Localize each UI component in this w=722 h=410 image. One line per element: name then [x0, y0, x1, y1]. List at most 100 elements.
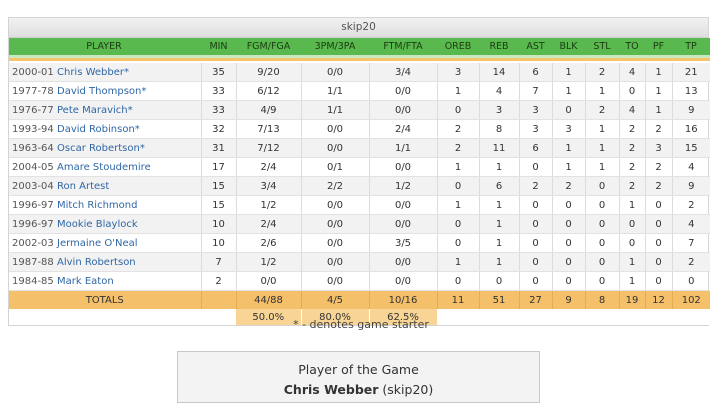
stat-cell-ast: 3 [519, 100, 553, 120]
stat-cell-reb: 14 [479, 63, 520, 82]
stat-cell-ft: 1/1 [369, 138, 438, 158]
stat-cell-fg: 2/6 [236, 233, 302, 253]
stat-cell-oreb: 2 [437, 138, 480, 158]
stat-cell-blk: 1 [552, 138, 586, 158]
totals-row: TOTALS 44/88 4/5 10/16 11 51 27 9 8 19 12 102 [9, 290, 710, 309]
stat-cell-tp3: 0/0 [301, 138, 370, 158]
team-title: skip20 [9, 18, 708, 38]
player-season: 2002-03 [9, 233, 55, 253]
stat-cell-blk: 1 [552, 157, 586, 177]
column-header-min: MIN [201, 38, 236, 55]
player-name-link[interactable]: David Thompson* [55, 81, 202, 101]
stat-cell-pf: 1 [645, 63, 673, 82]
stat-cell-pf: 0 [645, 233, 673, 253]
stat-cell-pf: 0 [645, 195, 673, 215]
stat-cell-ft: 0/0 [369, 157, 438, 177]
table-row: 1984-85 Mark Eaton 2 0/0 0/0 0/0 0 0 0 0 0 1 0 0 [9, 271, 710, 291]
stat-cell-oreb: 1 [437, 81, 480, 101]
stat-cell-ft: 0/0 [369, 271, 438, 291]
stat-cell-tp3: 2/2 [301, 176, 370, 196]
totals-cell-stl: 8 [585, 290, 620, 309]
stat-cell-oreb: 0 [437, 271, 480, 291]
table-row: 1977-78 David Thompson* 33 6/12 1/1 0/0 1 4 7 1 1 0… [9, 81, 710, 101]
player-season: 2004-05 [9, 157, 55, 177]
table-row: 1987-88 Alvin Robertson 7 1/2 0/0 0/0 1 1 0 0 0 1 0 2 [9, 252, 710, 272]
stat-cell-tp3: 0/0 [301, 119, 370, 139]
percentages-row: 50.0% 80.0% 62.5% [9, 309, 710, 325]
player-name-link[interactable]: Mookie Blaylock [55, 214, 202, 234]
player-name-link[interactable]: Alvin Robertson [55, 252, 202, 272]
stat-cell-stl: 2 [585, 100, 620, 120]
player-season: 1984-85 [9, 271, 55, 291]
stat-cell-pts: 16 [672, 119, 710, 139]
potg-player-name[interactable]: Chris Webber [283, 382, 379, 397]
player-name-link[interactable]: Mark Eaton [55, 271, 202, 291]
column-header-ftm-fta: FTM/FTA [369, 38, 437, 55]
stat-cell-blk: 1 [552, 81, 586, 101]
stat-cell-reb: 1 [479, 195, 520, 215]
stat-cell-pf: 1 [645, 81, 673, 101]
stat-cell-reb: 3 [479, 100, 520, 120]
table-row: 2003-04 Ron Artest 15 3/4 2/2 1/2 0 6 2 2 0 2 2 9 [9, 176, 710, 196]
stat-cell-pts: 9 [672, 100, 710, 120]
stat-cell-reb: 1 [479, 214, 520, 234]
stat-cell-pf: 2 [645, 157, 673, 177]
player-name-link[interactable]: Amare Stoudemire [55, 157, 202, 177]
player-name-link[interactable]: Jermaine O'Neal [55, 233, 202, 253]
stat-cell-to: 1 [619, 271, 646, 291]
stat-cell-fg: 9/20 [236, 63, 302, 82]
stat-cell-ast: 0 [519, 233, 553, 253]
table-row: 1996-97 Mookie Blaylock 10 2/4 0/0 0/0 0 1 0 0 0 0 0… [9, 214, 710, 234]
stat-cell-tp3: 0/0 [301, 252, 370, 272]
stat-cell-to: 1 [619, 195, 646, 215]
column-header-player: PLAYER [9, 38, 201, 55]
stat-cell-fg: 3/4 [236, 176, 302, 196]
stat-cell-stl: 1 [585, 119, 620, 139]
stat-cell-fg: 6/12 [236, 81, 302, 101]
percentage-cell-fg: 50.0% [236, 309, 302, 325]
stat-cell-pts: 4 [672, 157, 710, 177]
stat-cell-pts: 7 [672, 233, 710, 253]
player-rows: 2000-01 Chris Webber* 35 9/20 0/0 3/4 3 14 6 1 2 4 1… [9, 63, 710, 291]
column-header-stl: STL [585, 38, 619, 55]
stat-cell-min: 17 [201, 157, 237, 177]
totals-cell-ft: 10/16 [369, 290, 438, 309]
stat-cell-oreb: 1 [437, 157, 480, 177]
player-name-link[interactable]: Pete Maravich* [55, 100, 202, 120]
player-name-link[interactable]: David Robinson* [55, 119, 202, 139]
stat-cell-min: 33 [201, 81, 237, 101]
player-name-link[interactable]: Mitch Richmond [55, 195, 202, 215]
stat-cell-ft: 0/0 [369, 195, 438, 215]
stat-cell-to: 2 [619, 176, 646, 196]
totals-cell-to: 19 [619, 290, 646, 309]
totals-cell-tp3: 4/5 [301, 290, 370, 309]
stat-cell-oreb: 0 [437, 233, 480, 253]
player-name-link[interactable]: Chris Webber* [55, 63, 202, 82]
stat-cell-ast: 0 [519, 252, 553, 272]
column-header-to: TO [619, 38, 645, 55]
column-header-tp: TP [672, 38, 710, 55]
column-header-reb: REB [479, 38, 519, 55]
totals-label: TOTALS [9, 290, 202, 309]
player-season: 1987-88 [9, 252, 55, 272]
stat-cell-reb: 4 [479, 81, 520, 101]
potg-line: Chris Webber (skip20) [178, 382, 539, 397]
stat-cell-tp3: 0/1 [301, 157, 370, 177]
stat-cell-fg: 7/13 [236, 119, 302, 139]
stat-cell-min: 15 [201, 176, 237, 196]
player-season: 1976-77 [9, 100, 55, 120]
stat-cell-tp3: 0/0 [301, 271, 370, 291]
player-name-link[interactable]: Oscar Robertson* [55, 138, 202, 158]
stat-cell-oreb: 1 [437, 195, 480, 215]
table-header-row: PLAYER MIN FGM/FGA 3PM/3PA FTM/FTA OREB REB AST… [9, 38, 710, 55]
totals-cell-pf: 12 [645, 290, 673, 309]
stat-cell-stl: 0 [585, 271, 620, 291]
stat-cell-tp3: 1/1 [301, 81, 370, 101]
stat-cell-tp3: 0/0 [301, 214, 370, 234]
player-name-link[interactable]: Ron Artest [55, 176, 202, 196]
stat-cell-blk: 3 [552, 119, 586, 139]
stat-cell-blk: 2 [552, 176, 586, 196]
stat-cell-pf: 0 [645, 271, 673, 291]
stat-cell-min: 33 [201, 100, 237, 120]
column-header-3pm-3pa: 3PM/3PA [301, 38, 369, 55]
